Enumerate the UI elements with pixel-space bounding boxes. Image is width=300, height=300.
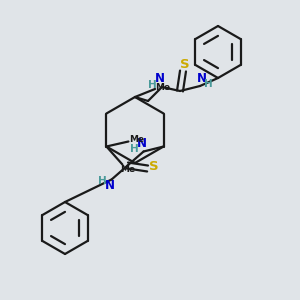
Text: H: H	[130, 145, 139, 154]
Text: N: N	[136, 137, 147, 150]
Text: S: S	[149, 160, 158, 173]
Text: Me: Me	[129, 135, 144, 144]
Text: Me: Me	[120, 165, 135, 174]
Text: H: H	[98, 176, 107, 185]
Text: Me: Me	[155, 82, 171, 91]
Text: H: H	[148, 80, 156, 90]
Text: S: S	[180, 58, 190, 71]
Text: N: N	[105, 179, 115, 192]
Text: N: N	[155, 73, 165, 85]
Text: H: H	[204, 79, 212, 89]
Text: N: N	[197, 71, 207, 85]
